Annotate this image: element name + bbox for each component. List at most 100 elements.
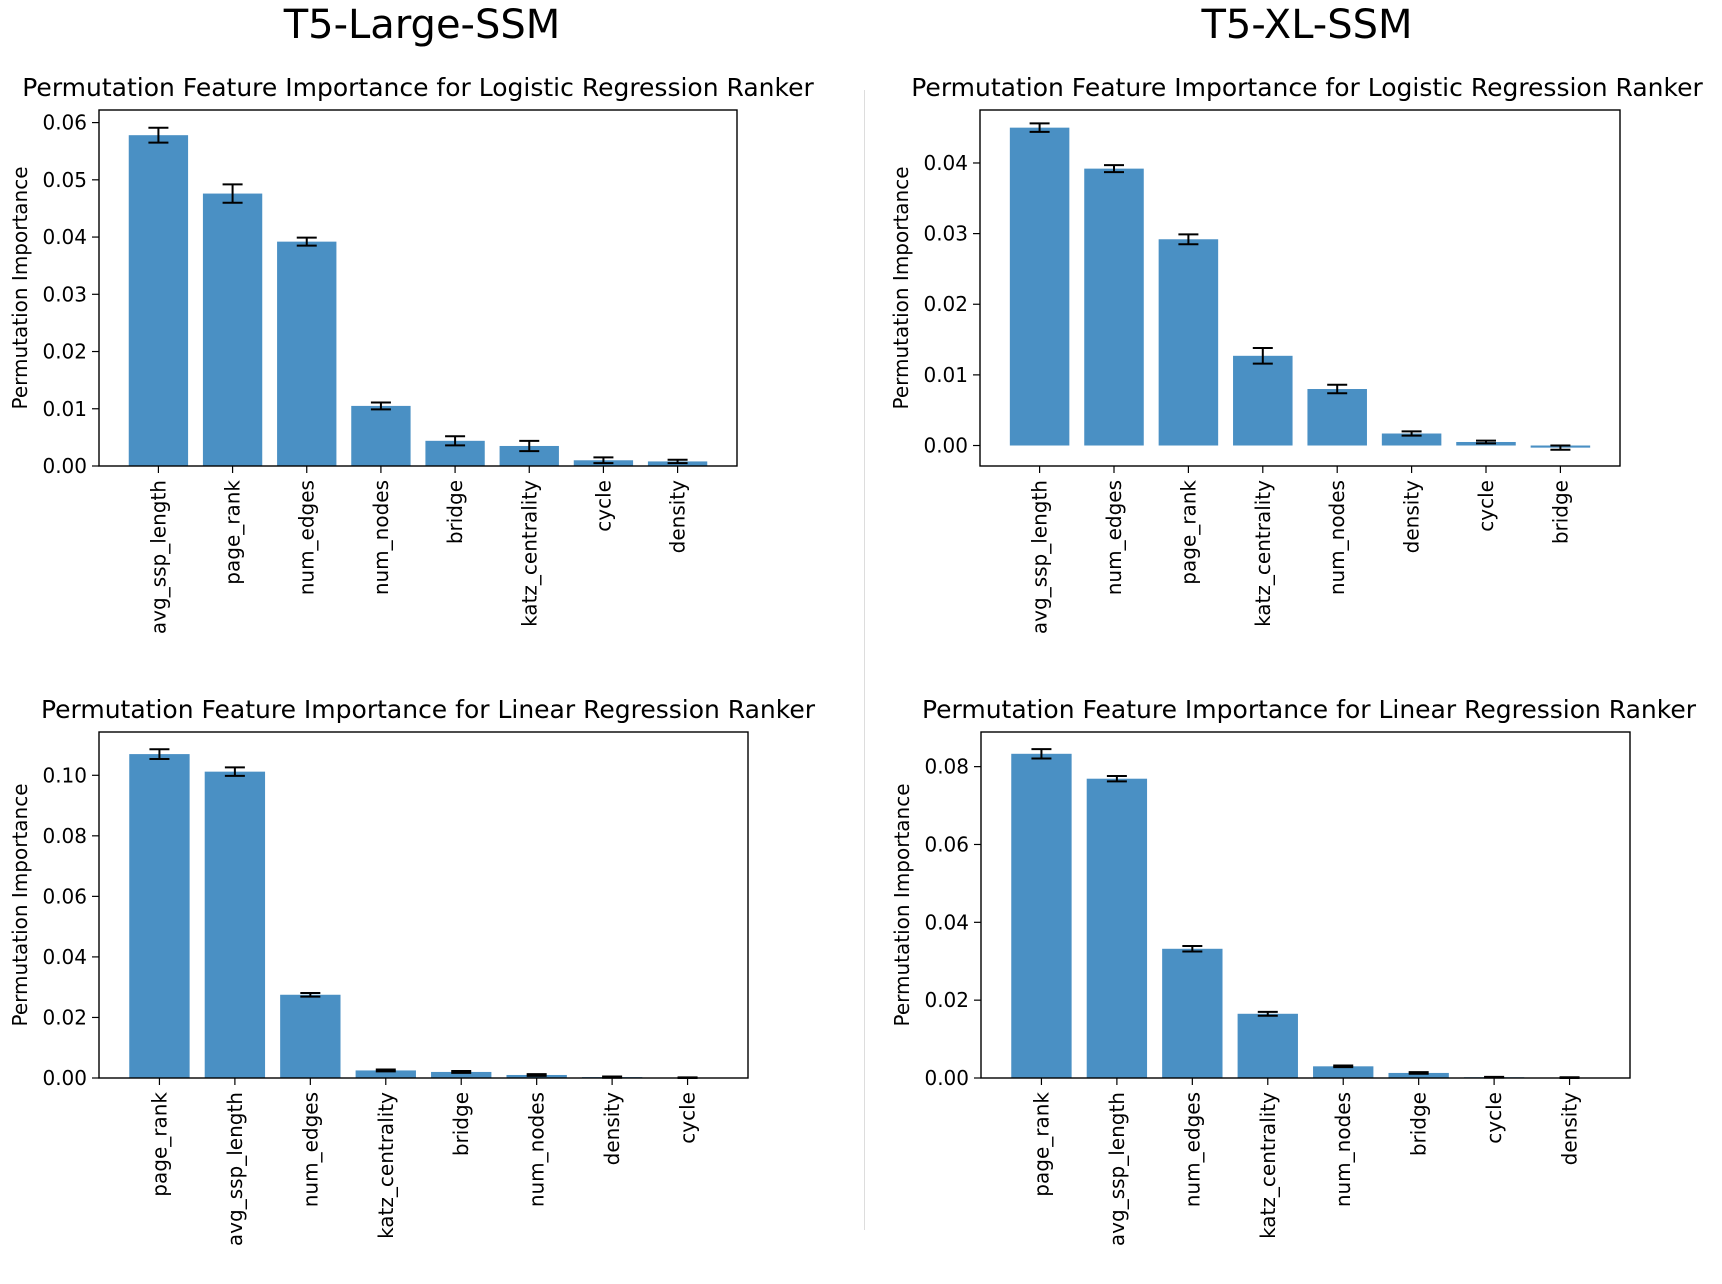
- error-bar-bridge: [451, 1070, 472, 1074]
- x-tick-label: num_nodes: [1325, 480, 1349, 595]
- error-bar-cycle: [1476, 439, 1496, 445]
- x-tick-label: num_nodes: [369, 480, 393, 595]
- chart-t5-large-logistic: Permutation Feature Importance for Logis…: [0, 66, 860, 656]
- y-tick-label: 0.00: [42, 1066, 87, 1090]
- bar-katz_centrality: [1233, 355, 1293, 446]
- error-bar-bridge: [445, 435, 466, 447]
- x-tick-label: density: [1400, 480, 1424, 553]
- x-tick-label: bridge: [449, 1092, 473, 1156]
- y-tick-label: 0.08: [924, 755, 969, 779]
- x-tick-label: num_edges: [1102, 480, 1126, 595]
- error-bar-num_edges: [1104, 164, 1124, 174]
- x-tick-label: page_rank: [1176, 480, 1200, 585]
- y-tick-label: 0.04: [42, 945, 87, 969]
- chart-t5-large-linear: Permutation Feature Importance for Linea…: [0, 688, 860, 1284]
- y-axis-label: Permutation Importance: [8, 166, 32, 409]
- bar-num_nodes: [1313, 1066, 1374, 1078]
- error-bar-bridge: [1408, 1071, 1429, 1075]
- error-bar-katz_centrality: [1252, 347, 1273, 365]
- x-tick-label: katz_centrality: [1256, 1092, 1280, 1239]
- bar-page_rank: [202, 193, 263, 467]
- error-bar-num_nodes: [526, 1073, 547, 1077]
- y-tick-label: 0.01: [923, 363, 968, 387]
- bar-katz_centrality: [355, 1070, 416, 1078]
- x-tick-label: katz_centrality: [1251, 480, 1275, 627]
- x-tick-label: avg_ssp_length: [1028, 480, 1052, 634]
- error-bar-avg_ssp_length: [148, 126, 169, 144]
- bar-bridge: [431, 1071, 492, 1078]
- x-tick-label: avg_ssp_length: [223, 1092, 247, 1246]
- error-bar-num_edges: [296, 236, 317, 247]
- error-bar-katz_centrality: [519, 439, 540, 453]
- chart-t5-xl-logistic: Permutation Feature Importance for Logis…: [880, 66, 1722, 656]
- y-tick-label: 0.04: [924, 910, 969, 934]
- y-tick-label: 0.04: [42, 225, 87, 249]
- column-title-t5-xl: T5-XL-SSM: [1201, 2, 1413, 48]
- x-tick-label: num_nodes: [525, 1092, 549, 1207]
- bar-avg_ssp_length: [204, 771, 266, 1078]
- plot-frame: [98, 109, 738, 467]
- y-tick-label: 0.03: [42, 282, 87, 306]
- x-tick-label: page_rank: [221, 480, 245, 585]
- bar-katz_centrality: [1237, 1013, 1298, 1078]
- x-tick-label: density: [666, 480, 690, 553]
- error-bar-num_edges: [300, 991, 321, 998]
- x-tick-label: num_nodes: [1331, 1092, 1355, 1207]
- y-tick-label: 0.00: [924, 1066, 969, 1090]
- error-bar-num_edges: [1182, 945, 1203, 953]
- x-tick-label: num_edges: [1180, 1092, 1204, 1207]
- bar-avg_ssp_length: [1086, 778, 1148, 1078]
- error-bar-avg_ssp_length: [1106, 774, 1127, 783]
- error-bar-page_rank: [1178, 233, 1199, 246]
- x-tick-label: num_edges: [295, 480, 319, 595]
- plot-frame: [98, 731, 749, 1079]
- error-bar-num_nodes: [370, 401, 391, 411]
- x-tick-label: num_edges: [298, 1092, 322, 1207]
- chart-title: Permutation Feature Importance for Logis…: [911, 73, 1703, 102]
- bar-num_edges: [1162, 948, 1223, 1078]
- chart-title: Permutation Feature Importance for Linea…: [41, 695, 816, 724]
- x-tick-label: density: [1558, 1092, 1582, 1165]
- error-bar-cycle: [593, 456, 614, 465]
- error-bar-num_nodes: [1333, 1064, 1354, 1069]
- y-tick-label: 0.05: [42, 168, 87, 192]
- error-bar-bridge: [1550, 444, 1571, 451]
- y-tick-label: 0.08: [42, 824, 87, 848]
- x-tick-label: density: [600, 1092, 624, 1165]
- bar-num_edges: [280, 994, 341, 1078]
- y-tick-label: 0.01: [42, 397, 87, 421]
- y-axis-label: Permutation Importance: [889, 166, 913, 409]
- y-tick-label: 0.06: [924, 832, 969, 856]
- column-divider: [864, 90, 865, 1230]
- bar-num_edges: [277, 241, 337, 466]
- plot-frame: [979, 109, 1621, 467]
- error-bar-page_rank: [149, 748, 170, 760]
- y-tick-label: 0.00: [42, 454, 87, 478]
- error-bar-num_nodes: [1327, 383, 1348, 395]
- x-tick-label: katz_centrality: [517, 480, 541, 627]
- bar-density: [1381, 433, 1442, 446]
- y-tick-label: 0.04: [923, 151, 968, 175]
- x-tick-label: cycle: [1482, 1092, 1506, 1144]
- y-tick-label: 0.06: [42, 111, 87, 135]
- bar-page_rank: [1011, 753, 1072, 1078]
- chart-title: Permutation Feature Importance for Linea…: [922, 695, 1697, 724]
- bar-page_rank: [1158, 239, 1219, 446]
- x-tick-label: cycle: [676, 1092, 700, 1144]
- x-tick-label: page_rank: [147, 1092, 171, 1197]
- y-tick-label: 0.00: [923, 434, 968, 458]
- bar-katz_centrality: [499, 445, 559, 466]
- error-bar-avg_ssp_length: [224, 766, 245, 777]
- y-axis-label: Permutation Importance: [890, 783, 914, 1026]
- y-tick-label: 0.02: [42, 340, 87, 364]
- error-bar-katz_centrality: [1257, 1010, 1278, 1017]
- y-tick-label: 0.02: [924, 988, 969, 1012]
- x-tick-label: avg_ssp_length: [146, 480, 170, 634]
- error-bar-page_rank: [222, 183, 243, 204]
- column-title-t5-large: T5-Large-SSM: [283, 2, 561, 48]
- bar-page_rank: [129, 754, 190, 1078]
- x-tick-label: bridge: [443, 480, 467, 544]
- error-bar-katz_centrality: [375, 1068, 396, 1073]
- x-tick-label: bridge: [1548, 480, 1572, 544]
- x-tick-label: bridge: [1407, 1092, 1431, 1156]
